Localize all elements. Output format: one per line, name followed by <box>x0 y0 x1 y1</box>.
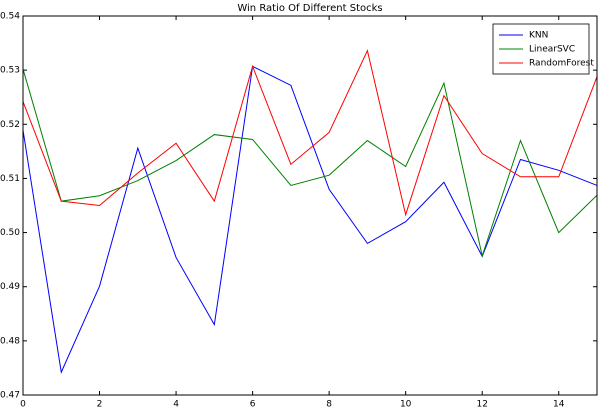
y-tick-label: 0.51 <box>0 174 20 184</box>
chart-title: Win Ratio Of Different Stocks <box>237 3 382 14</box>
x-tick-label: 10 <box>400 400 412 410</box>
legend-label: RandomForest <box>529 59 594 69</box>
y-tick-label: 0.54 <box>0 12 20 22</box>
x-tick-label: 14 <box>553 400 565 410</box>
plot-frame <box>22 15 598 396</box>
x-tick-label: 2 <box>97 400 103 410</box>
y-tick-label: 0.50 <box>0 228 20 238</box>
legend-label: KNN <box>529 31 548 41</box>
x-tick-label: 6 <box>250 400 256 410</box>
x-tick-label: 8 <box>326 400 332 410</box>
y-tick-label: 0.47 <box>0 391 20 401</box>
series-line <box>22 68 598 258</box>
x-tick-label: 4 <box>173 400 179 410</box>
y-tick-label: 0.49 <box>0 282 20 292</box>
y-tick-label: 0.52 <box>0 120 20 130</box>
series-line <box>22 65 598 375</box>
series-line <box>22 49 598 217</box>
x-tick-label: 12 <box>476 400 487 410</box>
legend: KNN LinearSVC RandomForest <box>492 23 594 75</box>
x-tick-label: 0 <box>20 400 26 410</box>
legend-label: LinearSVC <box>529 45 575 55</box>
y-tick-label: 0.48 <box>0 336 20 346</box>
y-tick-label: 0.53 <box>0 66 20 76</box>
